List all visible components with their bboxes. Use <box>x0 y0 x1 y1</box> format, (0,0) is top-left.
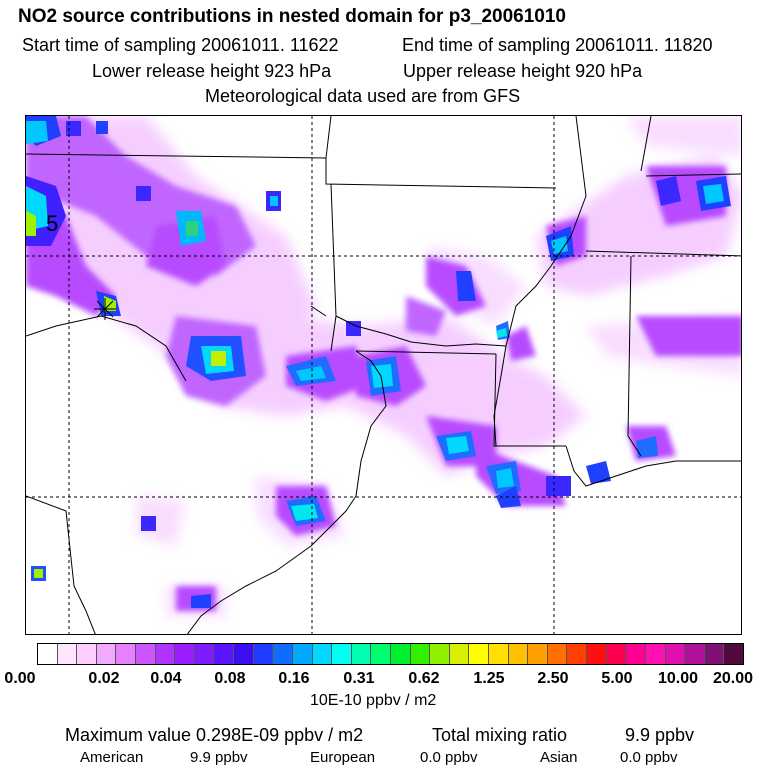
colorbar-segment <box>449 644 470 664</box>
colorbar-segment <box>332 644 352 664</box>
colorbar-segment <box>489 644 509 664</box>
colorbar-segment <box>410 644 431 664</box>
colorbar-segment <box>194 644 215 664</box>
colorbar-segment <box>567 644 588 664</box>
colorbar-tick-label: 20.00 <box>712 670 754 687</box>
colorbar-tick-label: 1.25 <box>473 670 505 687</box>
american-label: American <box>80 749 144 766</box>
met-data-source: Meteorological data used are from GFS <box>205 86 521 106</box>
colorbar-segment <box>390 644 411 664</box>
colorbar-tick-label: 0.02 <box>88 670 120 687</box>
colorbar-segment <box>155 644 176 664</box>
colorbar-tick-label: 0.04 <box>150 670 182 687</box>
colorbar-segment <box>312 644 333 664</box>
european-label: European <box>310 749 376 766</box>
colorbar-segment <box>273 644 293 664</box>
colorbar-segment <box>665 644 686 664</box>
colorbar-segment <box>292 644 313 664</box>
maximum-value: Maximum value 0.298E-09 ppbv / m2 <box>65 725 364 745</box>
colorbar-tick-label: 0.08 <box>214 670 246 687</box>
colorbar-segment <box>685 644 705 664</box>
colorbar-segment <box>724 644 743 664</box>
colorbar-tick-label: 5.00 <box>601 670 633 687</box>
colorbar-segment <box>351 644 372 664</box>
colorbar-tick-label: 0.62 <box>408 670 440 687</box>
colorbar-segment <box>528 644 548 664</box>
colorbar-segment <box>253 644 274 664</box>
political-boundaries <box>26 116 741 634</box>
colorbar-segment <box>469 644 490 664</box>
upper-release-height: Upper release height 920 hPa <box>403 61 643 81</box>
colorbar-segment <box>645 644 666 664</box>
colorbar-segment <box>234 644 254 664</box>
colorbar-tick-label: 2.50 <box>537 670 569 687</box>
colorbar-units: 10E-10 ppbv / m2 <box>310 692 437 709</box>
colorbar-segment <box>587 644 607 664</box>
colorbar-segment <box>77 644 97 664</box>
colorbar-tick-label: 0.00 <box>4 670 36 687</box>
colorbar-segment <box>430 644 450 664</box>
colorbar-segment <box>371 644 391 664</box>
european-value: 0.0 ppbv <box>420 749 478 766</box>
colorbar <box>37 643 744 665</box>
colorbar-tick-label: 10.00 <box>657 670 699 687</box>
colorbar-segment <box>626 644 646 664</box>
total-mixing-ratio-value: 9.9 ppbv <box>625 725 695 745</box>
colorbar-tick-label: 0.31 <box>343 670 375 687</box>
colorbar-tick-label: 0.16 <box>278 670 310 687</box>
colorbar-segment <box>136 644 156 664</box>
concentration-map: 5 <box>25 115 742 635</box>
plot-title: NO2 source contributions in nested domai… <box>18 6 566 27</box>
map-marker-label: 5 <box>46 211 58 236</box>
colorbar-segment <box>508 644 529 664</box>
asian-label: Asian <box>540 749 578 766</box>
colorbar-segment <box>38 644 58 664</box>
american-value: 9.9 ppbv <box>190 749 248 766</box>
total-mixing-ratio-label: Total mixing ratio <box>432 725 568 745</box>
lat-lon-grid <box>26 116 741 634</box>
map-canvas: 5 <box>26 116 741 634</box>
colorbar-segment <box>57 644 78 664</box>
colorbar-segment <box>704 644 725 664</box>
colorbar-segment <box>606 644 627 664</box>
plume-hotspots <box>26 116 731 608</box>
start-time: Start time of sampling 20061011. 11622 <box>22 35 339 55</box>
colorbar-segment <box>96 644 117 664</box>
colorbar-segment <box>116 644 137 664</box>
lower-release-height: Lower release height 923 hPa <box>92 61 332 81</box>
asian-value: 0.0 ppbv <box>620 749 678 766</box>
colorbar-segment <box>547 644 568 664</box>
release-location-marker <box>94 298 116 320</box>
end-time: End time of sampling 20061011. 11820 <box>402 35 713 55</box>
colorbar-segment <box>175 644 195 664</box>
colorbar-segment <box>214 644 235 664</box>
